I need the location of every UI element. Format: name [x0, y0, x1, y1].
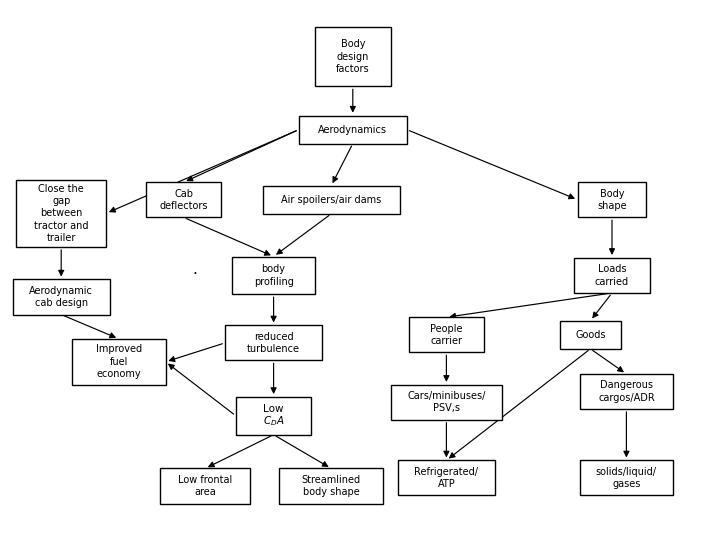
Text: Goods: Goods: [575, 330, 606, 340]
Text: Aerodynamic
cab design: Aerodynamic cab design: [30, 286, 93, 308]
Text: Cars/minibuses/
PSV,s: Cars/minibuses/ PSV,s: [408, 391, 485, 414]
FancyBboxPatch shape: [236, 397, 311, 435]
FancyBboxPatch shape: [580, 374, 673, 409]
FancyBboxPatch shape: [299, 116, 407, 144]
Text: People
carrier: People carrier: [430, 323, 463, 346]
Text: Air spoilers/air dams: Air spoilers/air dams: [281, 195, 382, 205]
FancyBboxPatch shape: [315, 27, 390, 86]
Text: reduced
turbulence: reduced turbulence: [247, 332, 300, 354]
FancyBboxPatch shape: [17, 179, 107, 247]
Text: Low: Low: [264, 404, 284, 414]
FancyBboxPatch shape: [145, 182, 222, 217]
Text: Aerodynamics: Aerodynamics: [318, 125, 387, 134]
FancyBboxPatch shape: [409, 317, 484, 352]
Text: Close the
gap
between
tractor and
trailer: Close the gap between tractor and traile…: [34, 184, 89, 243]
FancyBboxPatch shape: [263, 186, 400, 214]
Text: Cab
deflectors: Cab deflectors: [159, 188, 208, 211]
FancyBboxPatch shape: [560, 321, 621, 349]
FancyBboxPatch shape: [577, 182, 647, 217]
Text: Low frontal
area: Low frontal area: [178, 475, 233, 497]
Text: solids/liquid/
gases: solids/liquid/ gases: [596, 467, 657, 489]
FancyBboxPatch shape: [13, 280, 110, 314]
FancyBboxPatch shape: [232, 256, 315, 294]
Text: Loads
carried: Loads carried: [595, 264, 629, 287]
Text: Body
design
factors: Body design factors: [336, 39, 369, 74]
Text: Refrigerated/
ATP: Refrigerated/ ATP: [415, 467, 478, 489]
Text: .: .: [192, 262, 197, 278]
FancyBboxPatch shape: [279, 468, 383, 503]
FancyBboxPatch shape: [160, 468, 251, 503]
FancyBboxPatch shape: [390, 384, 503, 420]
FancyBboxPatch shape: [397, 460, 495, 496]
FancyBboxPatch shape: [225, 325, 323, 361]
FancyBboxPatch shape: [575, 258, 649, 293]
Text: Improved
fuel
economy: Improved fuel economy: [96, 345, 142, 379]
Text: Streamlined
body shape: Streamlined body shape: [302, 475, 361, 497]
FancyBboxPatch shape: [72, 339, 166, 384]
Text: Body
shape: Body shape: [597, 188, 627, 211]
Text: Dangerous
cargos/ADR: Dangerous cargos/ADR: [598, 380, 654, 403]
Text: body
profiling: body profiling: [253, 264, 294, 287]
Text: $C_D A$: $C_D A$: [263, 414, 284, 428]
FancyBboxPatch shape: [580, 460, 673, 496]
